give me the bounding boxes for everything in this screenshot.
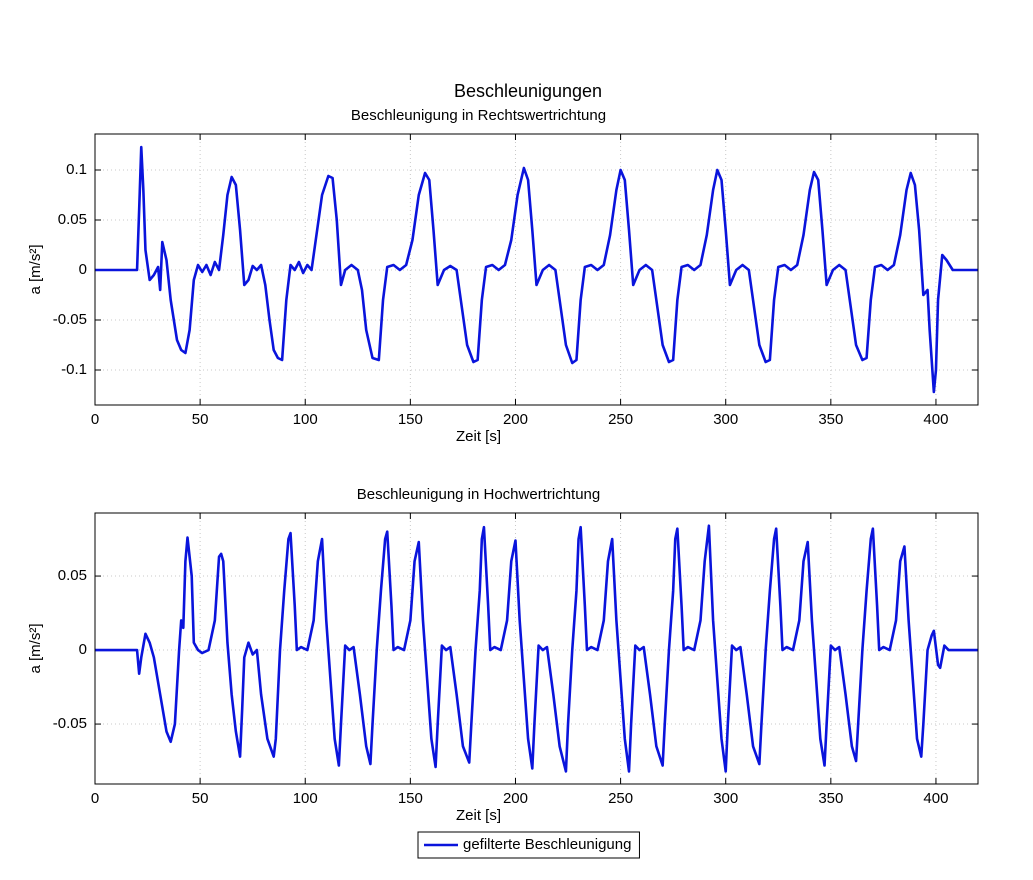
- y-tick-label: 0.05: [58, 211, 87, 228]
- x-tick-label: 300: [713, 790, 738, 807]
- legend-label: gefilterte Beschleunigung: [463, 836, 631, 853]
- data-line: [95, 524, 978, 773]
- y-axis-label: a [m/s²]: [27, 623, 44, 673]
- data-line: [95, 145, 978, 394]
- subplot-title: Beschleunigung in Hochwertrichtung: [357, 486, 600, 503]
- x-tick-label: 100: [293, 411, 318, 428]
- y-axis-label: a [m/s²]: [27, 244, 44, 294]
- x-tick-label: 50: [192, 790, 209, 807]
- y-tick-label: 0.05: [58, 567, 87, 584]
- x-tick-label: 350: [818, 790, 843, 807]
- x-tick-label: 150: [398, 411, 423, 428]
- figure-title: Beschleunigungen: [454, 81, 602, 101]
- y-tick-label: 0.1: [66, 161, 87, 178]
- plot-frame: [94, 512, 979, 785]
- x-tick-label: 250: [608, 411, 633, 428]
- y-tick-label: 0: [79, 261, 87, 278]
- x-tick-label: 200: [503, 790, 528, 807]
- subplot-title: Beschleunigung in Rechtswertrichtung: [351, 107, 606, 124]
- x-tick-label: 400: [923, 790, 948, 807]
- x-tick-label: 300: [713, 411, 738, 428]
- x-axis-label: Zeit [s]: [456, 807, 501, 824]
- x-tick-label: 150: [398, 790, 423, 807]
- x-tick-label: 350: [818, 411, 843, 428]
- y-tick-label: -0.1: [61, 361, 87, 378]
- y-tick-label: 0: [79, 641, 87, 658]
- y-tick-label: -0.05: [53, 715, 87, 732]
- y-tick-label: -0.05: [53, 311, 87, 328]
- x-tick-label: 250: [608, 790, 633, 807]
- x-tick-label: 0: [91, 790, 99, 807]
- x-tick-label: 400: [923, 411, 948, 428]
- x-tick-label: 200: [503, 411, 528, 428]
- x-tick-label: 100: [293, 790, 318, 807]
- x-tick-label: 0: [91, 411, 99, 428]
- x-axis-label: Zeit [s]: [456, 428, 501, 445]
- plot-frame: [94, 133, 979, 406]
- x-tick-label: 50: [192, 411, 209, 428]
